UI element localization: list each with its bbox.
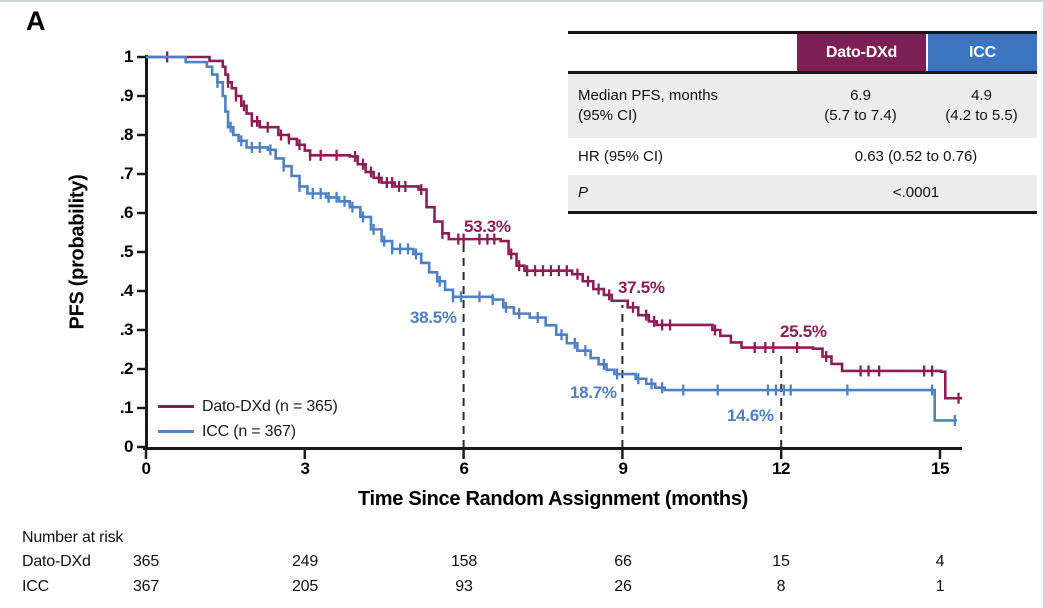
x-tick-label: 3 <box>300 459 310 478</box>
p-label: P <box>578 184 589 201</box>
icc-line-swatch <box>158 430 194 433</box>
km-step-line-icc <box>146 55 957 422</box>
hr-value: 0.63 (0.52 to 0.76) <box>854 147 978 165</box>
y-tick-label: .3 <box>119 320 134 339</box>
risk-count: 15 <box>772 553 790 570</box>
summary-header-dato: Dato-DXd <box>797 34 926 71</box>
dato-line-swatch <box>158 405 194 408</box>
annotation-dato-12mo: 25.5% <box>780 322 827 341</box>
risk-row-label-dato: Dato-DXd <box>22 553 91 570</box>
risk-count: 66 <box>614 553 632 570</box>
x-tick-label: 6 <box>459 459 469 478</box>
landmark-dashed-lines <box>462 242 783 448</box>
median-pfs-label-line2: (95% CI) <box>578 107 638 124</box>
y-tick-label: .9 <box>119 86 134 105</box>
y-tick-label: .8 <box>119 125 134 144</box>
annotation-icc-12mo: 14.6% <box>727 406 774 425</box>
legend-item-dato: Dato-DXd (n = 365) <box>158 394 338 419</box>
risk-count: 249 <box>291 553 319 570</box>
legend-label: ICC (n = 367) <box>202 422 296 440</box>
y-tick-label: .1 <box>119 398 134 417</box>
x-tick-label: 12 <box>772 459 790 478</box>
x-tick-label: 15 <box>931 459 949 478</box>
risk-count: 1 <box>935 578 945 595</box>
risk-row-label-icc: ICC <box>22 578 49 595</box>
risk-count: 205 <box>291 578 319 595</box>
median-pfs-icc-ci: (4.2 to 5.5) <box>945 107 1018 124</box>
risk-count: 93 <box>455 578 473 595</box>
annotation-dato-6mo: 53.3% <box>464 217 511 236</box>
axes <box>137 55 962 459</box>
summary-table: Dato-DXd ICC Median PFS, months (95% CI)… <box>568 31 1037 214</box>
annotation-dato-9mo: 37.5% <box>618 278 665 297</box>
y-tick-label: .2 <box>119 359 134 378</box>
x-tick-label: 9 <box>618 459 628 478</box>
km-curve-dato <box>146 55 963 400</box>
risk-count: 4 <box>935 553 945 570</box>
y-tick-label: .5 <box>119 242 134 261</box>
summary-row-hr: HR (95% CI) 0.63 (0.52 to 0.76) <box>568 138 1037 175</box>
median-pfs-icc-value: 4.9 (4.2 to 5.5) <box>926 86 1037 126</box>
censor-marks-icc <box>216 76 956 426</box>
risk-count: 365 <box>132 553 160 570</box>
legend: Dato-DXd (n = 365) ICC (n = 367) <box>158 394 338 444</box>
y-tick-label: .7 <box>119 164 134 183</box>
summary-header-spacer <box>568 34 795 71</box>
risk-table-title: Number at risk <box>22 529 124 546</box>
y-tick-label: .6 <box>119 203 134 222</box>
km-curve-icc <box>146 55 957 422</box>
summary-row-p: P <.0001 <box>568 175 1037 211</box>
summary-row-median-pfs: Median PFS, months (95% CI) 6.9 (5.7 to … <box>568 74 1037 138</box>
km-step-line-dato <box>146 55 963 400</box>
median-pfs-icc-estimate: 4.9 <box>971 87 992 104</box>
summary-table-header: Dato-DXd ICC <box>568 34 1037 74</box>
legend-item-icc: ICC (n = 367) <box>158 419 338 444</box>
x-tick-label: 0 <box>141 459 151 478</box>
y-tick-label: .4 <box>119 281 134 300</box>
annotation-icc-9mo: 18.7% <box>570 383 617 402</box>
summary-header-icc: ICC <box>928 34 1037 71</box>
hr-label: HR (95% CI) <box>578 147 664 165</box>
median-pfs-dato-value: 6.9 (5.7 to 7.4) <box>795 86 926 126</box>
panel-label: A <box>26 6 46 36</box>
p-value: <.0001 <box>892 184 940 201</box>
risk-count: 26 <box>614 578 632 595</box>
median-pfs-label: Median PFS, months (95% CI) <box>568 86 795 126</box>
y-axis-title: PFS (probability) <box>66 174 89 330</box>
risk-count: 158 <box>450 553 478 570</box>
median-pfs-dato-estimate: 6.9 <box>850 87 871 104</box>
annotation-icc-6mo: 38.5% <box>410 308 457 327</box>
risk-count: 8 <box>776 578 786 595</box>
x-axis-title: Time Since Random Assignment (months) <box>357 488 749 510</box>
legend-label: Dato-DXd (n = 365) <box>202 397 338 415</box>
median-pfs-label-line1: Median PFS, months <box>578 87 719 104</box>
risk-count: 367 <box>132 578 160 595</box>
y-tick-label: 1 <box>124 47 133 66</box>
median-pfs-dato-ci: (5.7 to 7.4) <box>824 107 897 124</box>
y-tick-label: 0 <box>124 437 133 456</box>
